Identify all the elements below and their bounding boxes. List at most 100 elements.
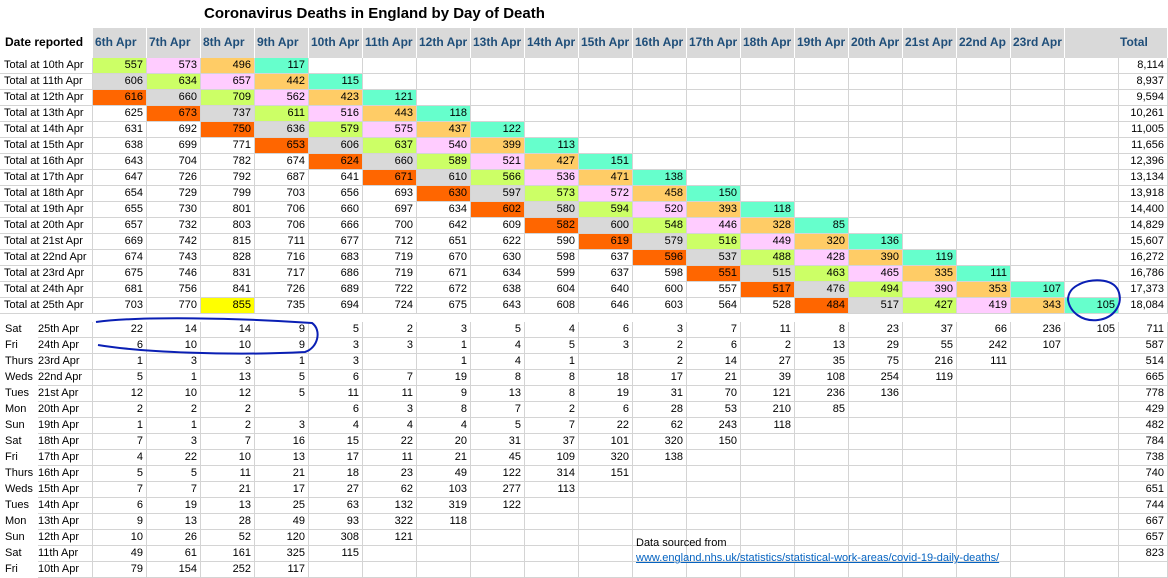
daily-cell[interactable] [795,466,849,482]
totals-cell[interactable]: 610 [417,170,471,186]
totals-row-total[interactable]: 13,918 [1118,186,1168,202]
daily-cell[interactable] [1065,370,1119,386]
daily-cell[interactable]: 108 [795,370,849,386]
daily-cell[interactable] [1011,354,1065,370]
daily-row-total[interactable]: 665 [1118,370,1168,386]
totals-cell[interactable]: 528 [741,298,795,314]
totals-cell[interactable]: 631 [93,122,147,138]
totals-cell[interactable]: 616 [93,90,147,106]
daily-cell[interactable]: 4 [525,322,579,338]
daily-cell[interactable]: 319 [417,498,471,514]
totals-cell[interactable]: 675 [93,266,147,282]
totals-cell[interactable]: 582 [525,218,579,234]
totals-cell[interactable]: 706 [255,218,309,234]
totals-cell[interactable] [1011,234,1065,250]
daily-cell[interactable] [1065,482,1119,498]
daily-cell[interactable]: 20 [417,434,471,450]
daily-row-total[interactable]: 429 [1118,402,1168,418]
totals-cell[interactable] [1011,202,1065,218]
totals-cell[interactable] [903,90,957,106]
totals-cell[interactable]: 540 [417,138,471,154]
daily-cell[interactable] [957,402,1011,418]
header-col[interactable]: 23rd Apr [1011,28,1065,58]
daily-row-total[interactable]: 738 [1118,450,1168,466]
totals-cell[interactable] [957,170,1011,186]
daily-cell[interactable]: 3 [201,354,255,370]
daily-cell[interactable] [957,418,1011,434]
totals-cell[interactable]: 443 [363,106,417,122]
totals-cell[interactable]: 564 [687,298,741,314]
totals-cell[interactable]: 516 [687,234,741,250]
totals-cell[interactable]: 831 [201,266,255,282]
totals-cell[interactable]: 521 [471,154,525,170]
totals-cell[interactable]: 122 [471,122,525,138]
daily-cell[interactable]: 254 [849,370,903,386]
daily-row-total[interactable] [1118,562,1168,578]
totals-cell[interactable]: 750 [201,122,255,138]
daily-cell[interactable] [525,546,579,562]
totals-cell[interactable]: 573 [147,58,201,74]
daily-cell[interactable]: 236 [795,386,849,402]
daily-cell[interactable]: 9 [255,338,309,354]
totals-cell[interactable]: 118 [417,106,471,122]
daily-cell[interactable] [1011,418,1065,434]
daily-cell[interactable]: 151 [579,466,633,482]
totals-cell[interactable] [903,170,957,186]
totals-cell[interactable] [849,90,903,106]
daily-cell[interactable]: 21 [417,450,471,466]
totals-cell[interactable]: 660 [309,202,363,218]
daily-cell[interactable] [1065,386,1119,402]
totals-cell[interactable] [849,202,903,218]
daily-cell[interactable]: 210 [741,402,795,418]
daily-cell[interactable]: 3 [633,322,687,338]
totals-cell[interactable]: 603 [633,298,687,314]
totals-cell[interactable] [957,122,1011,138]
totals-cell[interactable] [795,138,849,154]
totals-cell[interactable]: 471 [579,170,633,186]
daily-cell[interactable]: 27 [309,482,363,498]
totals-cell[interactable]: 624 [309,154,363,170]
totals-cell[interactable]: 782 [201,154,255,170]
daily-row-total[interactable]: 651 [1118,482,1168,498]
daily-cell[interactable]: 4 [309,418,363,434]
daily-cell[interactable]: 3 [363,338,417,354]
totals-cell[interactable] [1065,58,1119,74]
daily-cell[interactable]: 320 [579,450,633,466]
totals-cell[interactable] [741,90,795,106]
totals-cell[interactable]: 729 [147,186,201,202]
totals-cell[interactable]: 669 [93,234,147,250]
daily-cell[interactable]: 308 [309,530,363,546]
totals-cell[interactable] [903,74,957,90]
daily-cell[interactable]: 3 [309,338,363,354]
daily-cell[interactable]: 27 [741,354,795,370]
daily-cell[interactable]: 66 [957,322,1011,338]
daily-cell[interactable]: 1 [417,354,471,370]
daily-cell[interactable]: 19 [579,386,633,402]
daily-cell[interactable] [957,498,1011,514]
header-col[interactable] [1065,28,1119,58]
totals-cell[interactable]: 606 [93,74,147,90]
daily-cell[interactable] [1065,402,1119,418]
daily-cell[interactable]: 10 [147,386,201,402]
daily-cell[interactable]: 7 [471,402,525,418]
daily-cell[interactable]: 2 [147,402,201,418]
totals-cell[interactable] [363,58,417,74]
totals-cell[interactable] [1011,250,1065,266]
daily-cell[interactable]: 93 [309,514,363,530]
totals-cell[interactable] [795,90,849,106]
totals-cell[interactable]: 446 [687,218,741,234]
daily-cell[interactable]: 13 [471,386,525,402]
daily-cell[interactable]: 9 [93,514,147,530]
totals-cell[interactable] [1065,138,1119,154]
totals-cell[interactable]: 449 [741,234,795,250]
totals-cell[interactable] [741,154,795,170]
totals-cell[interactable] [795,58,849,74]
totals-cell[interactable]: 642 [417,218,471,234]
daily-cell[interactable] [795,482,849,498]
daily-cell[interactable]: 7 [687,322,741,338]
daily-cell[interactable]: 252 [201,562,255,578]
totals-cell[interactable]: 855 [201,298,255,314]
daily-cell[interactable]: 11 [741,322,795,338]
totals-cell[interactable]: 151 [579,154,633,170]
daily-cell[interactable] [957,370,1011,386]
